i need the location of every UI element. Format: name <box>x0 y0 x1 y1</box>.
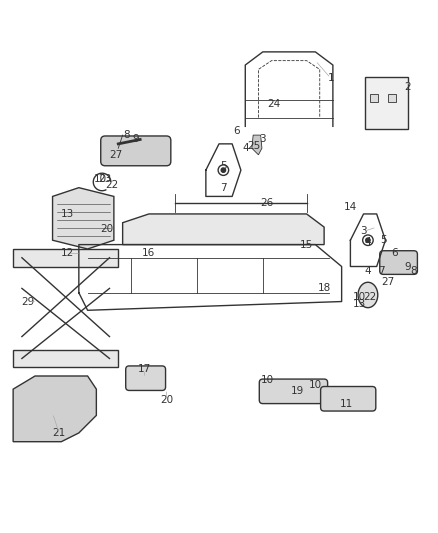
Text: 18: 18 <box>318 284 331 293</box>
Text: 6: 6 <box>391 248 398 259</box>
FancyBboxPatch shape <box>101 136 171 166</box>
Text: 17: 17 <box>138 365 151 374</box>
Polygon shape <box>252 135 262 155</box>
Text: 16: 16 <box>142 248 155 259</box>
Text: 25: 25 <box>247 141 261 151</box>
Text: 23: 23 <box>99 174 112 184</box>
Text: 4: 4 <box>364 237 371 247</box>
Text: 10: 10 <box>353 292 366 302</box>
Text: 14: 14 <box>344 203 357 212</box>
Bar <box>370 94 378 102</box>
Bar <box>13 350 118 367</box>
Text: 10: 10 <box>261 375 274 385</box>
Ellipse shape <box>358 282 378 308</box>
Text: 26: 26 <box>261 198 274 208</box>
Text: 29: 29 <box>21 296 34 306</box>
Circle shape <box>221 168 226 172</box>
Text: 4: 4 <box>242 143 249 154</box>
Text: 4: 4 <box>364 266 371 276</box>
Text: 5: 5 <box>220 161 227 171</box>
Text: 13: 13 <box>353 298 366 309</box>
FancyBboxPatch shape <box>126 366 166 391</box>
Text: 5: 5 <box>380 235 387 245</box>
FancyBboxPatch shape <box>380 251 417 274</box>
Text: 21: 21 <box>53 428 66 438</box>
Text: 10: 10 <box>309 379 322 390</box>
Text: 20: 20 <box>160 395 173 405</box>
Text: 7: 7 <box>378 266 385 276</box>
Text: 22: 22 <box>105 181 118 190</box>
Text: 9: 9 <box>404 262 411 271</box>
Bar <box>13 249 118 266</box>
Text: 2: 2 <box>404 82 411 92</box>
Text: 3: 3 <box>259 134 266 144</box>
Text: 12: 12 <box>61 248 74 259</box>
FancyBboxPatch shape <box>365 77 408 130</box>
Text: 6: 6 <box>233 126 240 136</box>
Text: 22: 22 <box>364 292 377 302</box>
Text: 15: 15 <box>300 240 313 249</box>
Bar <box>388 94 396 102</box>
Text: 10: 10 <box>94 174 107 184</box>
Text: 24: 24 <box>267 100 280 109</box>
Text: 3: 3 <box>360 227 367 237</box>
Text: 11: 11 <box>339 399 353 409</box>
Text: 9: 9 <box>132 134 139 144</box>
FancyBboxPatch shape <box>259 379 328 403</box>
Text: 13: 13 <box>61 209 74 219</box>
Polygon shape <box>123 214 324 245</box>
Text: 8: 8 <box>124 130 131 140</box>
Text: 27: 27 <box>381 277 394 287</box>
Text: 27: 27 <box>110 150 123 160</box>
Polygon shape <box>13 376 96 442</box>
Text: 1: 1 <box>327 73 334 83</box>
FancyBboxPatch shape <box>321 386 376 411</box>
Text: 19: 19 <box>291 386 304 397</box>
Polygon shape <box>53 188 114 249</box>
Text: 20: 20 <box>101 224 114 235</box>
Circle shape <box>366 238 370 243</box>
Text: 8: 8 <box>410 266 417 276</box>
Text: 7: 7 <box>220 183 227 192</box>
